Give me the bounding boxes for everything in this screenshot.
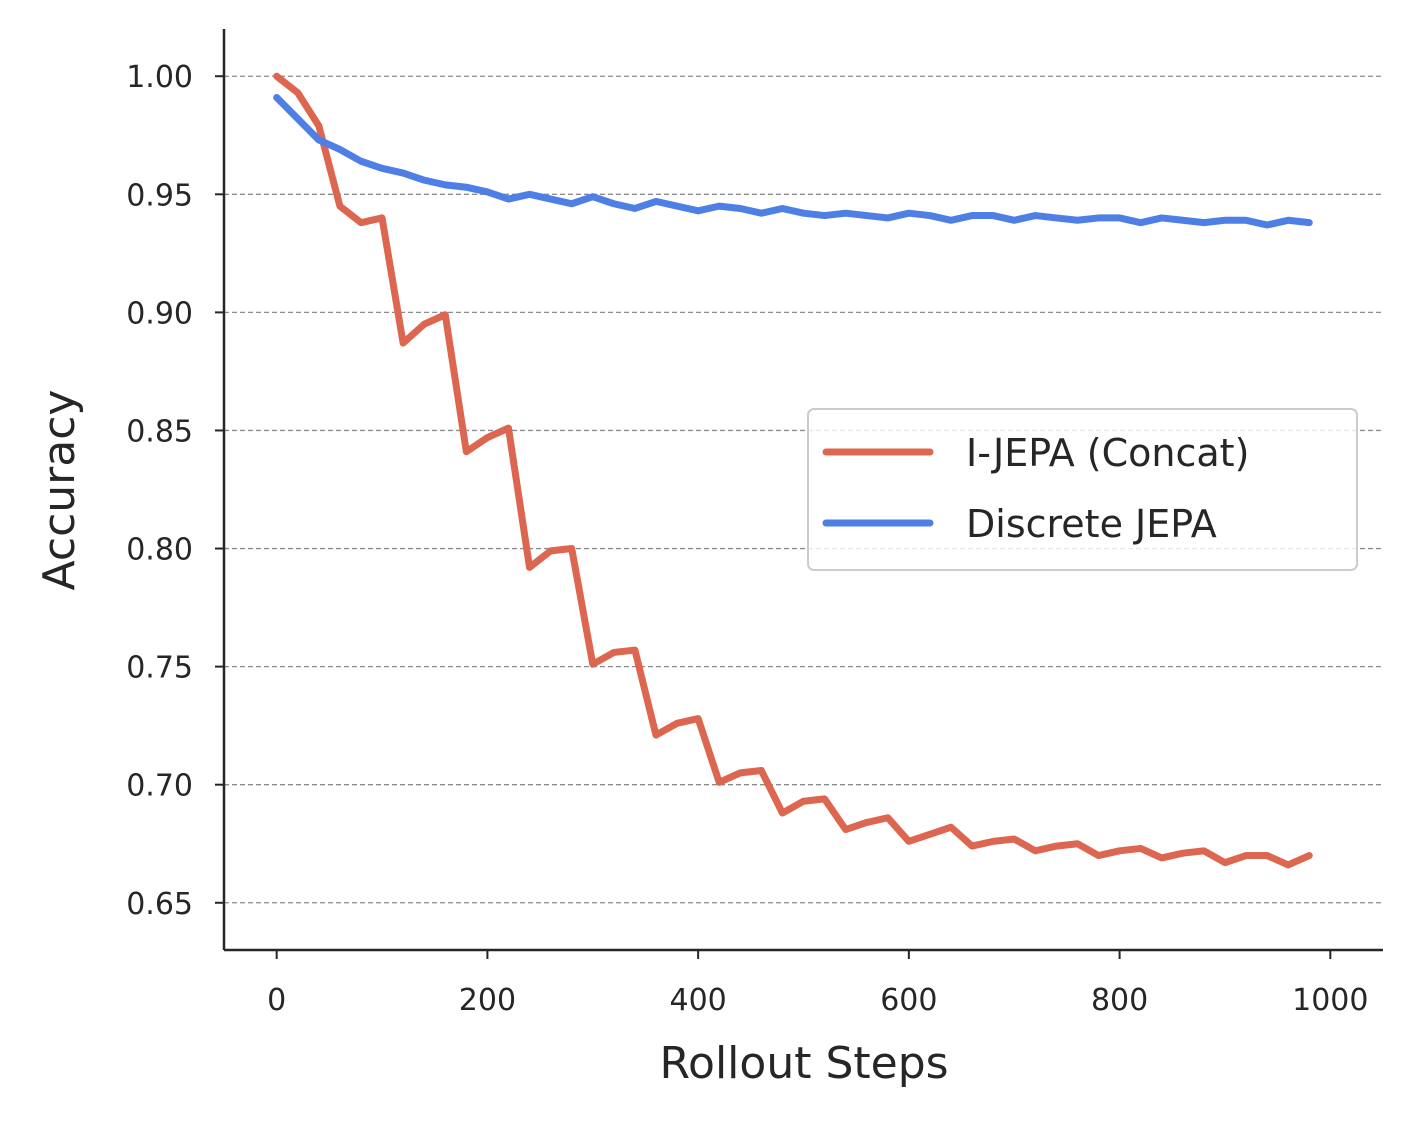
x-tick-label-4: 800	[1091, 983, 1148, 1018]
x-tick-label-0: 0	[267, 983, 286, 1018]
legend: I-JEPA (Concat) Discrete JEPA	[807, 408, 1358, 571]
y-tick-label-0: 0.65	[126, 887, 193, 922]
series-line-discrete-jepa	[273, 93, 1313, 229]
ticks: 0 200 400 600 800 1000 0.65 0.70 0.75 0.80 0.85 0.9…	[126, 60, 1368, 1018]
y-tick-label-2: 0.75	[126, 651, 193, 686]
y-tick-label-4: 0.85	[126, 414, 193, 449]
legend-label-i-jepa-concat: I-JEPA (Concat)	[966, 431, 1249, 475]
x-tick-label-1: 200	[459, 983, 516, 1018]
series-line-i-jepa-concat	[273, 72, 1313, 869]
y-tick-label-7: 1.00	[126, 60, 193, 95]
x-axis-title: Rollout Steps	[659, 1038, 948, 1089]
series-lines	[273, 72, 1313, 869]
y-tick-label-1: 0.70	[126, 769, 193, 804]
x-tick-label-2: 400	[670, 983, 727, 1018]
legend-label-discrete-jepa: Discrete JEPA	[966, 502, 1217, 546]
y-tick-label-6: 0.95	[126, 178, 193, 213]
axes	[222, 29, 1383, 952]
y-tick-label-5: 0.90	[126, 296, 193, 331]
grid-lines	[224, 75, 1383, 904]
y-tick-label-3: 0.80	[126, 533, 193, 568]
x-tick-label-5: 1000	[1292, 983, 1368, 1018]
legend-frame	[807, 408, 1358, 571]
x-tick-label-3: 600	[880, 983, 937, 1018]
y-axis-title: Accuracy	[34, 390, 85, 591]
